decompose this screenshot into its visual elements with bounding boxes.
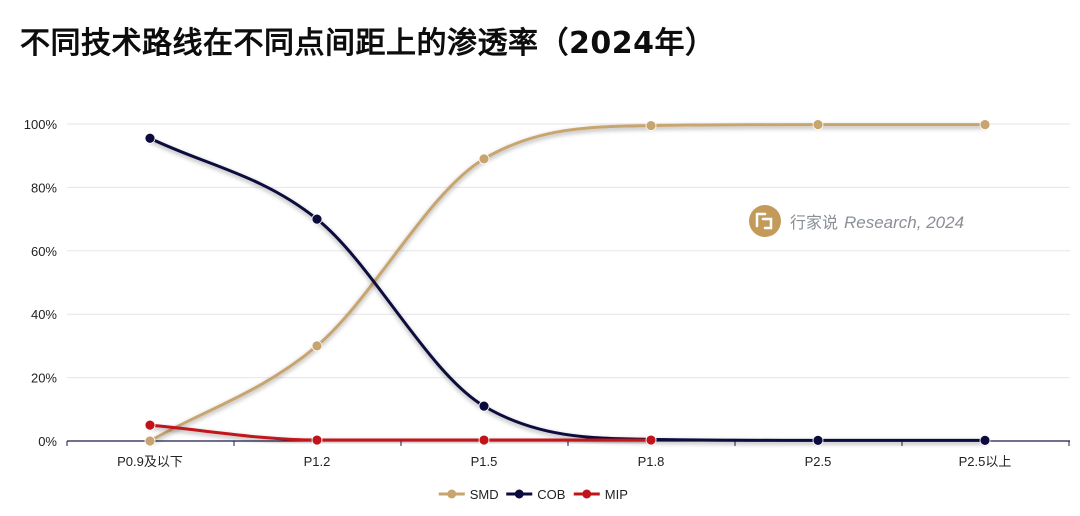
legend-marker-mip <box>582 489 592 499</box>
data-point-cob <box>478 400 490 412</box>
series-mip <box>144 419 657 446</box>
watermark-suffix: Research, 2024 <box>844 213 964 232</box>
y-tick-label: 0% <box>38 434 57 449</box>
series-line-mip <box>148 423 653 442</box>
data-point-smd <box>144 435 156 447</box>
legend-label-smd: SMD <box>470 487 499 502</box>
series-smd <box>144 119 991 447</box>
data-point-smd <box>979 119 991 131</box>
data-point-cob <box>311 213 323 225</box>
chart-title: 不同技术路线在不同点间距上的渗透率（2024年） <box>20 26 716 61</box>
legend-item-smd: SMD <box>438 487 499 502</box>
x-tick-label: P1.8 <box>638 454 665 469</box>
legend-label-mip: MIP <box>605 487 628 502</box>
legend-item-cob: COB <box>506 487 565 502</box>
y-tick-label: 60% <box>31 244 57 259</box>
watermark-prefix: 行家说 <box>790 213 838 232</box>
data-point-smd <box>645 120 657 131</box>
data-point-mip <box>645 434 657 446</box>
data-point-mip <box>144 419 156 431</box>
y-tick-label: 40% <box>31 307 57 322</box>
speech-bubble-logo-icon <box>749 205 781 237</box>
x-tick-label: P0.9及以下 <box>117 454 183 469</box>
series-line-cob <box>148 136 987 442</box>
y-tick-label: 20% <box>31 371 57 386</box>
series <box>144 119 991 447</box>
legend-label-cob: COB <box>537 487 565 502</box>
legend: SMD COB MIP <box>438 487 628 502</box>
series-line-smd <box>148 123 987 443</box>
data-point-smd <box>311 340 323 352</box>
data-point-cob <box>144 132 156 144</box>
axes: 0% 20% 40% 60% 80% 100% P0.9及以下 P1.2 P1.5 P1.8 P2.… <box>24 117 1070 469</box>
data-point-mip <box>478 434 490 446</box>
series-cob <box>144 132 991 446</box>
legend-item-mip: MIP <box>573 487 628 502</box>
data-point-mip <box>311 434 323 446</box>
y-tick-label: 80% <box>31 180 57 195</box>
legend-marker-smd <box>447 489 457 499</box>
gridlines <box>67 123 1070 379</box>
data-point-smd <box>812 119 824 131</box>
data-point-smd <box>478 153 490 165</box>
x-tick-label: P1.5 <box>471 454 498 469</box>
x-tick-label: P1.2 <box>304 454 331 469</box>
x-tick-label: P2.5以上 <box>959 454 1012 469</box>
data-point-cob <box>979 434 991 446</box>
watermark: 行家说 Research, 2024 <box>749 205 964 237</box>
legend-marker-cob <box>514 489 524 499</box>
data-point-cob <box>812 434 824 446</box>
x-tick-label: P2.5 <box>805 454 832 469</box>
y-tick-label: 100% <box>24 117 58 132</box>
